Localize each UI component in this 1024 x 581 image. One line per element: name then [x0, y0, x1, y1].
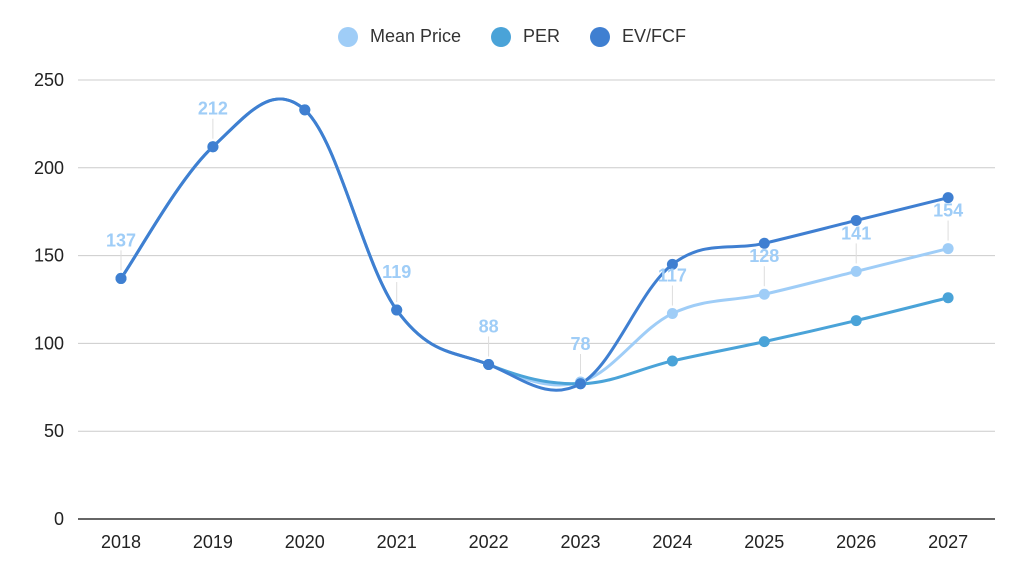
x-tick-label: 2025 — [744, 532, 784, 552]
data-point-ev-fcf — [575, 378, 586, 390]
x-tick-label: 2026 — [836, 532, 876, 552]
legend-swatch-mean-price — [337, 26, 358, 47]
legend-item-ev-fcf[interactable]: EV/FCF — [590, 26, 686, 47]
legend-item-per[interactable]: PER — [491, 26, 560, 47]
data-point-per — [942, 292, 954, 304]
legend-item-mean-price[interactable]: Mean Price — [337, 26, 461, 47]
data-point-ev-fcf — [942, 192, 954, 204]
data-point-ev-fcf — [666, 258, 678, 270]
x-tick-label: 2023 — [560, 532, 600, 552]
y-tick-label: 50 — [44, 421, 64, 441]
data-point-per — [850, 315, 862, 327]
data-label-mean-price: 117 — [658, 266, 687, 286]
x-tick-label: 2018 — [101, 532, 141, 552]
x-tick-label: 2021 — [377, 532, 417, 552]
data-label-mean-price: 154 — [933, 201, 963, 221]
legend-label-ev-fcf: EV/FCF — [622, 26, 687, 46]
legend-swatch-per — [491, 26, 511, 47]
x-tick-label: 2022 — [469, 532, 509, 552]
data-label-mean-price: 88 — [479, 316, 499, 336]
data-point-mean-price — [850, 265, 862, 277]
data-point-ev-fcf — [483, 358, 495, 370]
x-tick-label: 2019 — [193, 532, 233, 552]
data-label-mean-price: 141 — [841, 223, 871, 243]
data-point-per — [758, 336, 770, 348]
data-point-ev-fcf — [758, 237, 770, 249]
data-label-mean-price: 137 — [106, 230, 136, 250]
data-point-ev-fcf — [115, 272, 127, 284]
data-label-mean-price: 119 — [382, 262, 411, 282]
legend: Mean Price PER EV/FCF — [0, 26, 1024, 47]
y-tick-label: 200 — [34, 158, 64, 178]
series-line-ev-fcf — [119, 97, 949, 392]
data-label-mean-price: 78 — [570, 334, 590, 354]
legend-label-mean-price: Mean Price — [369, 26, 461, 46]
y-tick-label: 0 — [54, 509, 64, 529]
data-point-mean-price — [666, 308, 678, 320]
data-point-ev-fcf — [391, 304, 403, 316]
series-line-mean-price — [119, 97, 949, 387]
data-label-mean-price: 128 — [749, 246, 779, 266]
x-tick-label: 2024 — [652, 532, 692, 552]
data-point-mean-price — [758, 288, 770, 300]
data-label-mean-price: 212 — [198, 99, 228, 119]
data-point-per — [666, 355, 678, 367]
series-line-per — [119, 97, 949, 386]
y-tick-label: 250 — [34, 70, 64, 90]
data-point-ev-fcf — [850, 214, 862, 226]
y-tick-label: 100 — [34, 333, 64, 353]
y-tick-label: 150 — [34, 246, 64, 266]
data-point-ev-fcf — [207, 141, 219, 153]
data-point-mean-price — [942, 243, 954, 255]
legend-swatch-ev-fcf — [590, 26, 611, 47]
x-tick-label: 2020 — [285, 532, 325, 552]
x-tick-label: 2027 — [928, 532, 968, 552]
data-point-ev-fcf — [299, 104, 311, 116]
legend-label-per: PER — [523, 26, 561, 46]
